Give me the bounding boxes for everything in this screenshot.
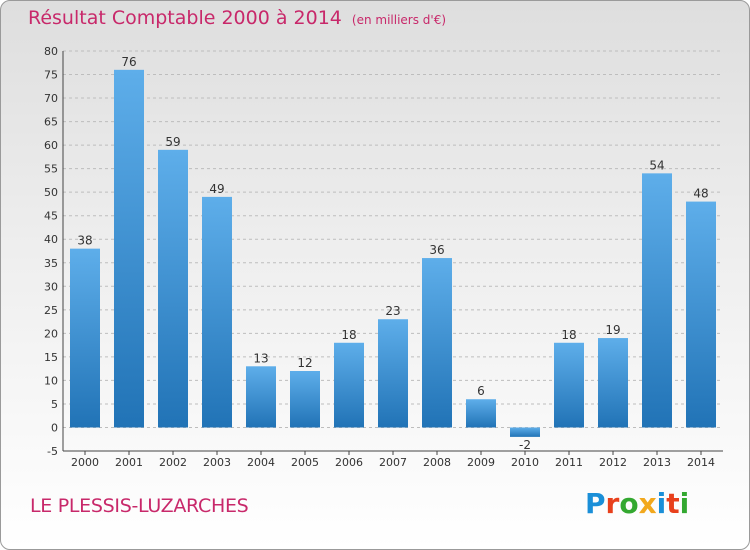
x-tick-label: 2000 xyxy=(71,456,99,469)
data-label: 76 xyxy=(121,55,136,69)
x-tick-label: 2009 xyxy=(467,456,495,469)
data-label: 18 xyxy=(561,328,576,342)
bar xyxy=(422,258,452,428)
data-label: 19 xyxy=(605,323,620,337)
bar xyxy=(642,173,672,428)
y-tick-label: 75 xyxy=(44,69,58,82)
bar xyxy=(114,69,144,428)
x-tick-label: 2013 xyxy=(643,456,671,469)
brand-letter: r xyxy=(605,487,620,520)
bar xyxy=(158,149,188,428)
x-tick-label: 2006 xyxy=(335,456,363,469)
y-tick-label: 50 xyxy=(44,186,58,199)
y-tick-label: -5 xyxy=(47,445,58,458)
bar xyxy=(246,366,276,428)
data-label: 54 xyxy=(649,158,664,172)
y-tick-label: 35 xyxy=(44,257,58,270)
commune-name: LE PLESSIS-LUZARCHES xyxy=(30,495,249,517)
y-tick-label: 65 xyxy=(44,116,58,129)
data-label: 48 xyxy=(693,187,708,201)
y-tick-label: 25 xyxy=(44,304,58,317)
y-tick-label: 80 xyxy=(44,45,58,58)
brand-letter: t xyxy=(666,487,680,520)
x-tick-label: 2008 xyxy=(423,456,451,469)
data-label: 59 xyxy=(165,135,180,149)
brand-letter: P xyxy=(585,487,606,520)
bar xyxy=(378,319,408,428)
x-tick-label: 2014 xyxy=(687,456,715,469)
y-tick-label: 5 xyxy=(51,398,58,411)
x-tick-label: 2002 xyxy=(159,456,187,469)
chart-title: Résultat Comptable 2000 à 2014 xyxy=(28,7,342,29)
bar xyxy=(70,248,100,428)
y-tick-label: 45 xyxy=(44,210,58,223)
brand-letter: x xyxy=(638,487,657,520)
y-tick-label: 15 xyxy=(44,351,58,364)
data-label: -2 xyxy=(519,438,531,452)
brand-letter: o xyxy=(619,487,639,520)
brand-letter: i xyxy=(656,487,667,520)
y-tick-label: 40 xyxy=(44,233,58,246)
x-tick-label: 2012 xyxy=(599,456,627,469)
data-label: 12 xyxy=(297,356,312,370)
bar xyxy=(510,427,540,437)
bar xyxy=(598,338,628,428)
x-tick-label: 2011 xyxy=(555,456,583,469)
y-tick-label: 60 xyxy=(44,139,58,152)
proxiti-logo: Proxiti xyxy=(585,487,689,520)
data-label: 18 xyxy=(341,328,356,342)
bar xyxy=(554,342,584,428)
data-label: 38 xyxy=(77,234,92,248)
bar xyxy=(202,196,232,428)
data-label: 13 xyxy=(253,351,268,365)
bar xyxy=(290,371,320,428)
chart-subtitle: (en milliers d'€) xyxy=(351,13,447,27)
data-label: 49 xyxy=(209,182,224,196)
x-tick-label: 2003 xyxy=(203,456,231,469)
x-tick-label: 2007 xyxy=(379,456,407,469)
y-tick-label: 55 xyxy=(44,163,58,176)
y-tick-label: 30 xyxy=(44,280,58,293)
y-tick-label: 70 xyxy=(44,92,58,105)
bar xyxy=(466,399,496,428)
x-tick-label: 2001 xyxy=(115,456,143,469)
y-tick-label: 0 xyxy=(51,421,58,434)
x-tick-label: 2005 xyxy=(291,456,319,469)
bar xyxy=(686,201,716,428)
title-row: Résultat Comptable 2000 à 2014 (en millie… xyxy=(28,7,446,29)
data-label: 6 xyxy=(477,384,485,398)
brand-letter: i xyxy=(679,487,690,520)
bar xyxy=(334,342,364,428)
data-label: 36 xyxy=(429,243,444,257)
y-tick-label: 10 xyxy=(44,374,58,387)
y-tick-label: 20 xyxy=(44,327,58,340)
x-tick-label: 2010 xyxy=(511,456,539,469)
data-label: 23 xyxy=(385,304,400,318)
x-tick-label: 2004 xyxy=(247,456,275,469)
